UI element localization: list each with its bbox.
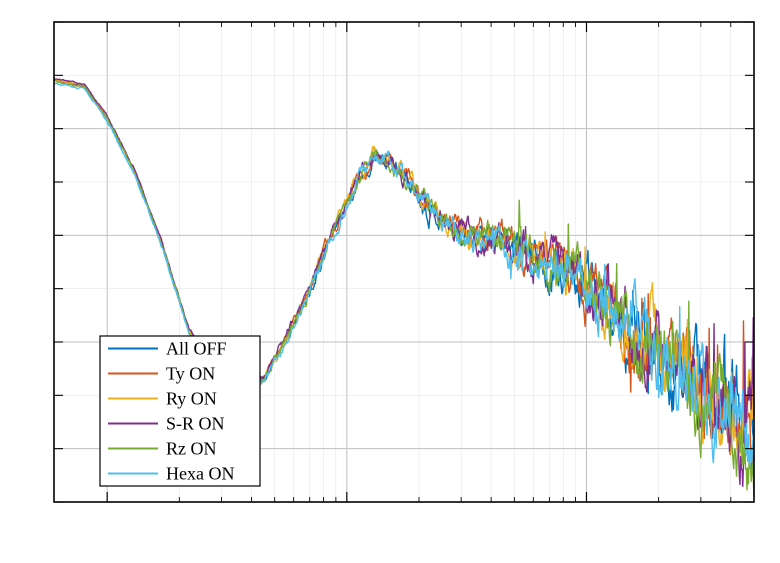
legend-label: Ry ON — [166, 389, 217, 409]
legend-label: S-R ON — [166, 414, 225, 434]
legend-label: Hexa ON — [166, 464, 234, 484]
legend-label: All OFF — [166, 339, 227, 359]
legend-label: Ty ON — [166, 364, 215, 384]
legend-label: Rz ON — [166, 439, 217, 459]
line-chart: All OFF Ty ON Ry ON S-R ON Rz ON Hexa ON — [0, 0, 780, 563]
